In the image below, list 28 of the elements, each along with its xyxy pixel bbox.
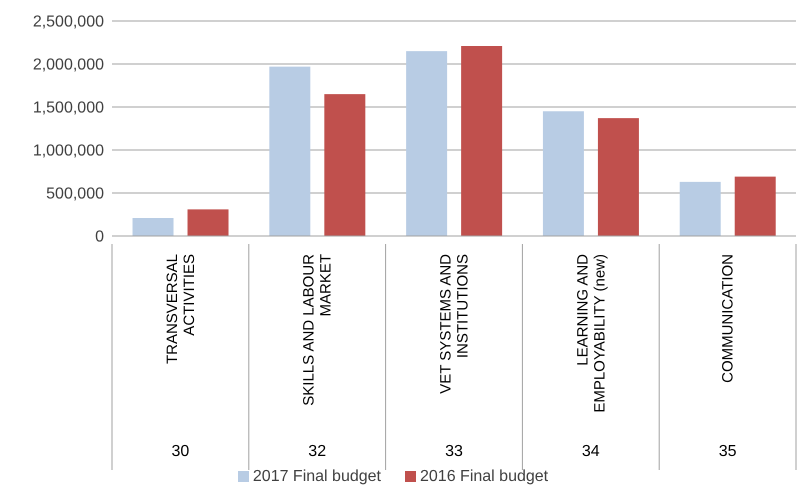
x-tick-label: COMMUNICATION <box>720 254 737 383</box>
bar <box>598 118 639 236</box>
y-tick-label: 1,500,000 <box>32 100 104 117</box>
bar <box>132 218 174 236</box>
bar <box>461 46 502 236</box>
y-tick-label: 0 <box>95 228 104 246</box>
x-tick-label: SKILLS AND LABOUR MARKET <box>300 254 335 406</box>
legend-label: 2016 Final budget <box>420 468 548 485</box>
text: 34 <box>582 443 600 460</box>
text: 32 <box>308 443 326 460</box>
bar <box>680 182 721 236</box>
bar <box>324 94 366 236</box>
bar <box>734 176 776 236</box>
bar <box>188 209 229 236</box>
text: 33 <box>445 443 463 460</box>
x-tick-label: TRANSVERSAL ACTIVITIES <box>164 254 198 364</box>
text: 35 <box>718 443 737 460</box>
bar <box>406 51 448 236</box>
text: 30 <box>172 443 190 460</box>
y-tick-label: 1,000,000 <box>32 142 104 160</box>
x-tick-label: VET SYSTEMS AND INSTITUTIONS <box>438 254 472 394</box>
y-tick-label: 2,000,000 <box>32 56 104 74</box>
x-tick-label: LEARNING AND EMPLOYABILITY (new) <box>574 254 608 413</box>
legend-label: 2017 Final budget <box>252 468 381 485</box>
bar <box>269 66 310 236</box>
y-tick-label: 500,000 <box>46 186 104 203</box>
bar <box>542 111 584 236</box>
y-tick-label: 2,500,000 <box>32 14 104 31</box>
